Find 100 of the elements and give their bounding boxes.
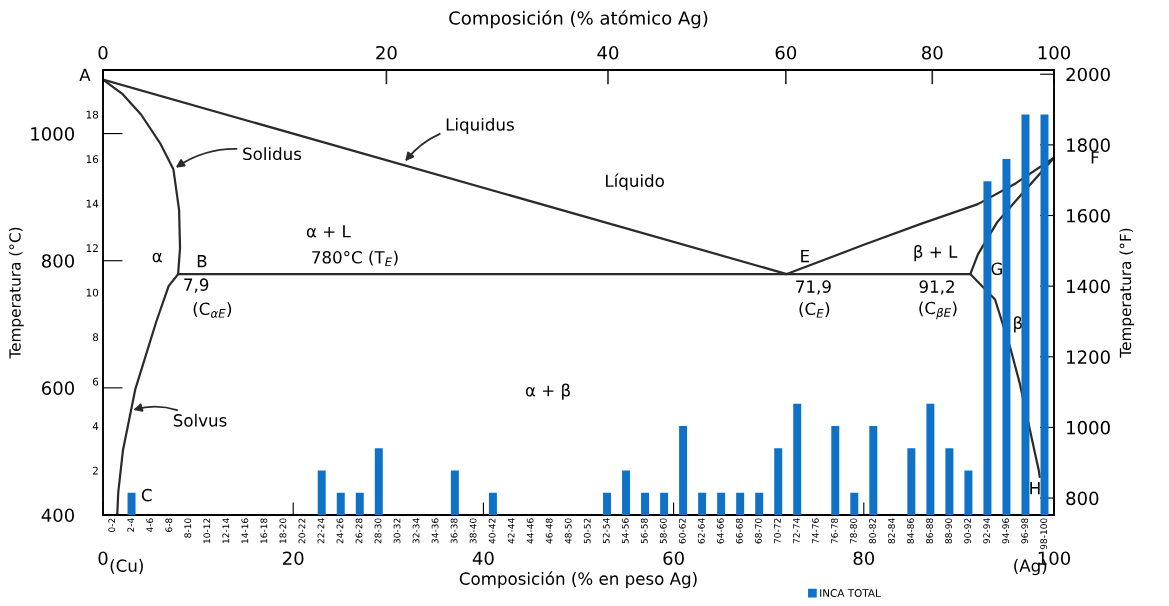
- x-tick-label: 60: [663, 551, 684, 566]
- annotation: Liquidus: [446, 117, 514, 135]
- y-tick-label: 10: [86, 288, 99, 297]
- x-tick-label: 20: [283, 551, 304, 566]
- x-tick-label: 72-74: [793, 518, 800, 544]
- annotation: 71,9: [796, 280, 831, 295]
- x-tick-label: 0-2: [108, 518, 116, 532]
- annotation: 780°C (T$_{E}$): [312, 250, 398, 267]
- annotation: E: [801, 249, 810, 263]
- x-tick-label: 4-6: [146, 518, 154, 533]
- x-tick-label: 34-36: [431, 518, 439, 544]
- y2-tick-label: 1000: [1067, 420, 1110, 435]
- annotation: α + L: [306, 225, 351, 238]
- annotation: β + L: [914, 244, 958, 262]
- x-tick-label: 98-100: [1040, 518, 1048, 550]
- x-tick-label: 80-82: [869, 518, 876, 544]
- text: 60: [775, 45, 797, 60]
- x-tick-label: 54-56: [621, 518, 629, 544]
- x-tick-label: 48-50: [564, 518, 572, 544]
- x-tick-label: 70-72: [774, 518, 781, 544]
- x-tick-label: 40: [472, 551, 494, 566]
- legend-label: INCA TOTAL: [820, 589, 881, 597]
- x-tick-label: 66-68: [735, 518, 743, 544]
- x-tick-label: 58-60: [659, 518, 667, 544]
- x-tick-label: 68-70: [754, 518, 762, 544]
- x-tick-label: 88-90: [945, 518, 953, 544]
- x-tick-label: 52-54: [602, 518, 610, 544]
- x-tick-label: 14-16: [241, 518, 249, 544]
- x-tick-label: 90-92: [964, 518, 972, 544]
- x-tick-label: 42-44: [507, 518, 515, 544]
- x-tick-label: 64-66: [716, 518, 724, 544]
- x-tick-label: 44-46: [526, 518, 534, 544]
- x-tick-label: 80: [853, 551, 875, 566]
- x-tick-label: 74-76: [812, 518, 819, 544]
- y-tick-label: 14: [86, 199, 99, 208]
- x-tick-label: 0: [98, 551, 108, 566]
- x-tick-label: 26-28: [355, 518, 363, 544]
- y2-axis-title: Temperatura (°F): [1119, 228, 1135, 358]
- x-tick-label: 36-38: [450, 518, 458, 544]
- y2-tick-label: 1200: [1067, 350, 1110, 364]
- x-tick-label: 46-48: [545, 518, 553, 544]
- annotation: (C$_{αE}$): [193, 302, 232, 318]
- x-tick-label: 92-94: [983, 518, 991, 544]
- annotation: (C$_{βE}$): [919, 301, 957, 320]
- x-tick-label: 12-14: [222, 518, 230, 544]
- x-tick-label: 6-8: [165, 518, 173, 532]
- y-tick-label: 18: [86, 110, 99, 119]
- y2-tick-label: 2000: [1066, 67, 1110, 82]
- x-tick-label: 22-24: [317, 518, 325, 544]
- y2-tick-label: 1600: [1067, 208, 1110, 223]
- annotation: 91,2: [919, 280, 954, 295]
- x-tick-label: 62-64: [697, 518, 705, 544]
- x-tick-label: 18-20: [279, 518, 287, 544]
- x-tick-label: 94-96: [1002, 518, 1010, 544]
- y2-tick-label: 1800: [1067, 138, 1110, 152]
- text: F: [1091, 151, 1099, 164]
- x-tick-label: 30-32: [393, 518, 401, 544]
- annotation: α: [152, 252, 162, 263]
- text: A: [79, 68, 91, 81]
- annotation: H: [1030, 482, 1040, 495]
- annotation: Solvus: [173, 413, 227, 427]
- x-tick-label: 84-86: [907, 518, 914, 544]
- y-tick-label: 400: [41, 508, 75, 523]
- x-tick-label: 82-84: [888, 518, 895, 544]
- x-tick-label: 50-52: [583, 518, 591, 544]
- annotation: B: [197, 255, 207, 268]
- annotation: G: [991, 262, 1003, 276]
- x-tick-label: 20-22: [298, 518, 306, 544]
- y-tick-label: 600: [42, 381, 75, 395]
- y-tick-label: 4: [92, 422, 99, 430]
- x-tick-label: 56-58: [640, 518, 648, 544]
- annotation: α + β: [525, 383, 570, 400]
- y-tick-label: 6: [92, 377, 99, 386]
- annotation: C: [141, 488, 152, 502]
- x-tick-label: 96-98: [1021, 518, 1029, 544]
- x-tick-label: 16-18: [260, 518, 268, 544]
- x-tick-label: 28-30: [374, 518, 382, 544]
- x-tick-label: 60-62: [678, 518, 686, 544]
- text: Composición (% atómico Ag): [449, 10, 708, 29]
- y-tick-label: 2: [92, 466, 98, 475]
- text: (Cu): [110, 559, 143, 574]
- annotation: 7,9: [184, 278, 209, 293]
- annotation: (C$_{E}$): [799, 302, 830, 318]
- x-tick-label: 2-4: [127, 518, 135, 532]
- x-tick-label: 86-88: [926, 518, 933, 544]
- annotation: Solidus: [243, 147, 302, 161]
- x-tick-label: 38-40: [469, 518, 477, 544]
- text: 80: [922, 45, 943, 60]
- y2-tick-label: 1400: [1067, 279, 1110, 294]
- y-tick-label: 8: [92, 333, 99, 342]
- y-tick-label: 1000: [31, 127, 75, 141]
- text: 40: [597, 45, 619, 60]
- x-axis-title: Composición (% en peso Ag): [459, 571, 697, 589]
- x-tick-label: 40-42: [488, 518, 496, 544]
- x-tick-label: 32-34: [412, 518, 420, 544]
- x-tick-label: 78-80: [850, 518, 857, 544]
- text: 20: [376, 45, 397, 60]
- text: 100: [1038, 45, 1071, 60]
- y-tick-label: 16: [86, 155, 99, 164]
- y-axis-title: Temperatura (°C): [8, 227, 24, 359]
